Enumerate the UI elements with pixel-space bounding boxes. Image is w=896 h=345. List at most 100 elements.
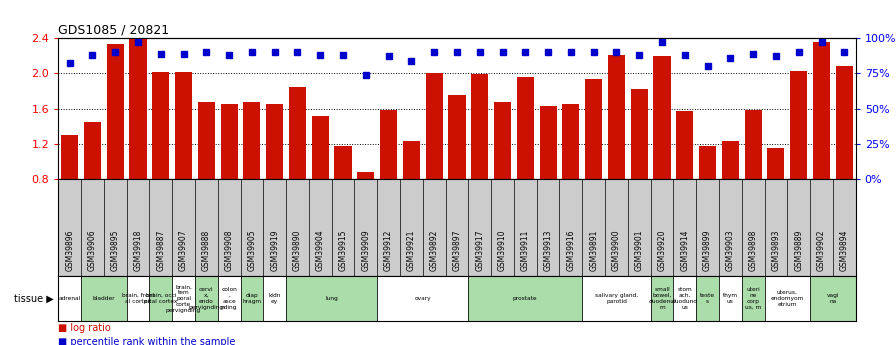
Bar	[334, 146, 351, 179]
Bar	[380, 110, 397, 179]
Bar	[195, 276, 218, 321]
Text: GSM39909: GSM39909	[361, 229, 370, 271]
Bar	[377, 276, 469, 321]
Text: stom
ach,
duodund
us: stom ach, duodund us	[672, 287, 698, 309]
Text: lung: lung	[325, 296, 338, 301]
Bar	[172, 276, 195, 321]
Bar	[699, 146, 716, 179]
Text: GSM39921: GSM39921	[407, 230, 416, 271]
Bar	[150, 276, 172, 321]
Bar	[244, 102, 261, 179]
Bar	[289, 87, 306, 179]
Bar	[175, 72, 192, 179]
Bar	[286, 276, 377, 321]
Bar	[563, 104, 580, 179]
Bar	[152, 72, 169, 179]
Text: kidn
ey: kidn ey	[269, 293, 280, 304]
Text: GSM39907: GSM39907	[179, 229, 188, 271]
Text: GSM39892: GSM39892	[430, 230, 439, 271]
Text: GSM39897: GSM39897	[452, 230, 461, 271]
Text: GSM39893: GSM39893	[771, 230, 780, 271]
Text: ■ percentile rank within the sample: ■ percentile rank within the sample	[58, 337, 236, 345]
Bar	[220, 104, 237, 179]
Text: GSM39916: GSM39916	[566, 230, 575, 271]
Bar	[81, 276, 126, 321]
Text: diap
hragm: diap hragm	[242, 293, 262, 304]
Bar	[582, 276, 650, 321]
Text: salivary gland,
parotid: salivary gland, parotid	[595, 293, 638, 304]
Bar	[767, 148, 785, 179]
Bar	[810, 276, 856, 321]
Text: GSM39896: GSM39896	[65, 230, 74, 271]
Bar	[358, 172, 375, 179]
Text: GSM39917: GSM39917	[475, 230, 484, 271]
Text: uterus,
endomyom
etrium: uterus, endomyom etrium	[771, 290, 804, 307]
Bar	[722, 140, 739, 179]
Text: vagi
na: vagi na	[827, 293, 840, 304]
Text: GSM39888: GSM39888	[202, 230, 211, 271]
Bar	[61, 135, 78, 179]
Text: GSM39891: GSM39891	[590, 230, 599, 271]
Text: GSM39920: GSM39920	[658, 230, 667, 271]
Bar	[719, 276, 742, 321]
Text: GSM39912: GSM39912	[384, 230, 393, 271]
Bar	[790, 71, 807, 179]
Bar	[58, 276, 81, 321]
Text: prostate: prostate	[513, 296, 538, 301]
Text: GSM39919: GSM39919	[271, 230, 280, 271]
Text: GSM39911: GSM39911	[521, 230, 530, 271]
Bar	[653, 56, 670, 179]
Bar	[129, 38, 147, 179]
Bar	[607, 55, 625, 179]
Bar	[240, 276, 263, 321]
Text: brain, occi
pital cortex: brain, occi pital cortex	[144, 293, 177, 304]
Text: GSM39890: GSM39890	[293, 230, 302, 271]
Bar	[107, 44, 124, 179]
Text: GSM39918: GSM39918	[134, 230, 142, 271]
Text: adrenal: adrenal	[58, 296, 81, 301]
Text: brain, front
al cortex: brain, front al cortex	[122, 293, 154, 304]
Text: GSM39887: GSM39887	[156, 230, 165, 271]
Text: GSM39902: GSM39902	[817, 230, 826, 271]
Bar	[517, 77, 534, 179]
Text: GSM39914: GSM39914	[680, 230, 689, 271]
Text: brain,
tem
poral
corte
pervignding: brain, tem poral corte pervignding	[166, 284, 201, 313]
Text: GSM39905: GSM39905	[247, 229, 256, 271]
Bar	[126, 276, 150, 321]
Bar	[266, 104, 283, 179]
Bar	[263, 276, 286, 321]
Bar	[469, 276, 582, 321]
Text: ovary: ovary	[415, 296, 431, 301]
Bar	[676, 111, 694, 179]
Text: GSM39901: GSM39901	[634, 230, 643, 271]
Text: ■ log ratio: ■ log ratio	[58, 323, 111, 333]
Text: GSM39908: GSM39908	[225, 230, 234, 271]
Text: teste
s: teste s	[700, 293, 715, 304]
Text: GSM39895: GSM39895	[111, 230, 120, 271]
Bar	[403, 140, 420, 179]
Bar	[696, 276, 719, 321]
Text: small
bowel,
duodenu
m: small bowel, duodenu m	[649, 287, 675, 309]
Text: GSM39889: GSM39889	[794, 230, 803, 271]
Bar	[745, 110, 762, 179]
Bar	[84, 122, 101, 179]
Text: colon
,
asce
nding: colon , asce nding	[221, 287, 237, 309]
Text: cervi
x,
endo
pervignding: cervi x, endo pervignding	[189, 287, 224, 309]
Text: GSM39910: GSM39910	[498, 230, 507, 271]
Bar	[742, 276, 764, 321]
Text: thym
us: thym us	[723, 293, 738, 304]
Bar	[448, 95, 466, 179]
Bar	[631, 89, 648, 179]
Text: GSM39913: GSM39913	[544, 230, 553, 271]
Bar	[198, 102, 215, 179]
Bar	[764, 276, 810, 321]
Text: GSM39900: GSM39900	[612, 229, 621, 271]
Bar	[218, 276, 240, 321]
Bar	[585, 79, 602, 179]
Bar	[426, 73, 443, 179]
Bar	[494, 102, 511, 179]
Bar	[674, 276, 696, 321]
Text: bladder: bladder	[92, 296, 115, 301]
Bar	[471, 74, 488, 179]
Text: GSM39906: GSM39906	[88, 229, 97, 271]
